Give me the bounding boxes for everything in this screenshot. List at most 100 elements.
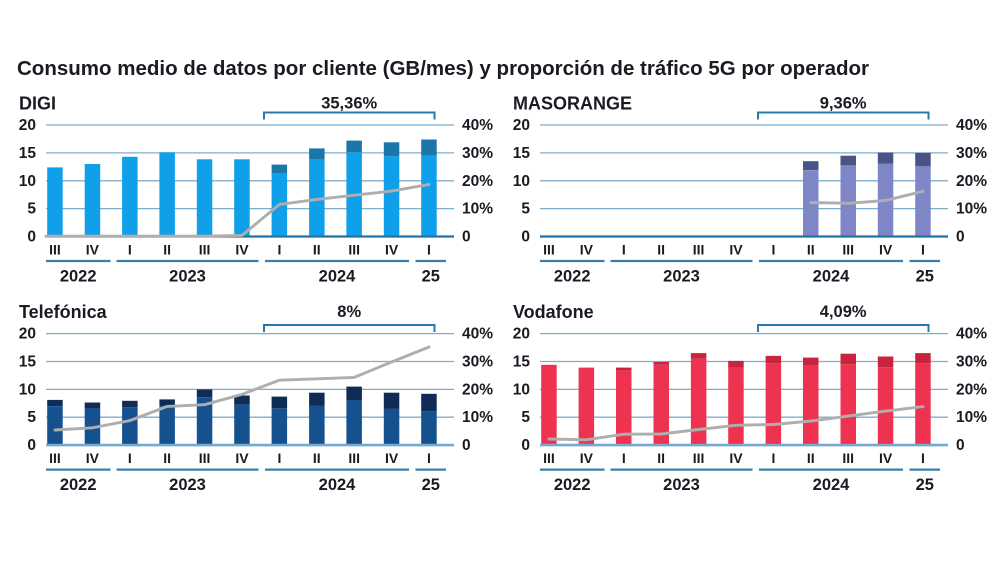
svg-text:10: 10 — [513, 381, 530, 398]
svg-text:10: 10 — [513, 173, 530, 190]
svg-text:III: III — [543, 450, 555, 466]
svg-text:10: 10 — [19, 173, 36, 190]
svg-text:Telefónica: Telefónica — [19, 302, 108, 322]
svg-text:5: 5 — [521, 201, 530, 218]
svg-text:20%: 20% — [462, 381, 493, 398]
svg-text:5: 5 — [521, 409, 530, 426]
svg-text:IV: IV — [580, 450, 594, 466]
svg-text:40%: 40% — [462, 117, 493, 134]
svg-text:2024: 2024 — [319, 268, 357, 286]
svg-text:I: I — [921, 450, 925, 466]
svg-text:III: III — [348, 450, 360, 466]
svg-text:40%: 40% — [462, 326, 493, 343]
svg-text:40%: 40% — [956, 326, 987, 343]
svg-text:IV: IV — [235, 450, 249, 466]
svg-text:IV: IV — [385, 450, 399, 466]
svg-text:I: I — [921, 242, 925, 258]
svg-text:IV: IV — [86, 450, 100, 466]
svg-text:II: II — [657, 450, 665, 466]
svg-text:0: 0 — [521, 437, 530, 454]
svg-text:I: I — [622, 450, 626, 466]
svg-text:20%: 20% — [956, 173, 987, 190]
svg-text:8%: 8% — [337, 303, 361, 321]
svg-text:20: 20 — [19, 326, 36, 343]
svg-text:10%: 10% — [462, 409, 493, 426]
svg-text:IV: IV — [729, 450, 743, 466]
svg-text:15: 15 — [513, 354, 531, 371]
svg-text:10%: 10% — [462, 201, 493, 218]
svg-text:DIGI: DIGI — [19, 94, 56, 114]
svg-text:I: I — [128, 450, 132, 466]
svg-text:2023: 2023 — [169, 476, 206, 494]
svg-text:0: 0 — [462, 229, 471, 246]
svg-text:2022: 2022 — [60, 268, 97, 286]
svg-text:30%: 30% — [462, 145, 493, 162]
svg-text:5: 5 — [27, 409, 36, 426]
svg-text:10: 10 — [19, 381, 36, 398]
svg-text:25: 25 — [422, 476, 440, 494]
svg-text:IV: IV — [879, 450, 893, 466]
svg-text:25: 25 — [422, 268, 440, 286]
svg-text:II: II — [163, 450, 171, 466]
svg-text:III: III — [199, 242, 211, 258]
svg-text:IV: IV — [86, 242, 100, 258]
svg-text:2023: 2023 — [663, 268, 700, 286]
svg-text:20%: 20% — [462, 173, 493, 190]
svg-text:30%: 30% — [462, 354, 493, 371]
svg-text:4,09%: 4,09% — [820, 303, 867, 321]
svg-text:I: I — [427, 242, 431, 258]
svg-text:I: I — [427, 450, 431, 466]
svg-text:Vodafone: Vodafone — [513, 302, 594, 322]
svg-text:2024: 2024 — [813, 268, 851, 286]
svg-text:0: 0 — [27, 229, 36, 246]
svg-text:MASORANGE: MASORANGE — [513, 94, 632, 114]
svg-text:III: III — [693, 450, 705, 466]
svg-text:I: I — [277, 450, 281, 466]
svg-text:20%: 20% — [956, 381, 987, 398]
svg-text:35,36%: 35,36% — [321, 95, 377, 113]
svg-text:III: III — [842, 242, 854, 258]
svg-text:2022: 2022 — [554, 268, 591, 286]
svg-text:II: II — [163, 242, 171, 258]
svg-text:30%: 30% — [956, 354, 987, 371]
svg-text:2023: 2023 — [169, 268, 206, 286]
svg-text:III: III — [543, 242, 555, 258]
svg-text:15: 15 — [19, 354, 37, 371]
svg-text:2024: 2024 — [813, 476, 851, 494]
svg-text:5: 5 — [27, 201, 36, 218]
svg-text:15: 15 — [19, 145, 37, 162]
svg-text:2022: 2022 — [60, 476, 97, 494]
svg-text:IV: IV — [235, 242, 249, 258]
svg-text:10%: 10% — [956, 201, 987, 218]
svg-text:0: 0 — [956, 437, 965, 454]
svg-text:25: 25 — [916, 476, 934, 494]
svg-text:II: II — [807, 450, 815, 466]
svg-text:0: 0 — [462, 437, 471, 454]
svg-text:I: I — [128, 242, 132, 258]
svg-text:II: II — [657, 242, 665, 258]
svg-text:I: I — [771, 242, 775, 258]
svg-text:III: III — [49, 450, 61, 466]
svg-text:III: III — [199, 450, 211, 466]
svg-text:III: III — [693, 242, 705, 258]
svg-text:30%: 30% — [956, 145, 987, 162]
svg-text:Consumo medio de datos por cli: Consumo medio de datos por cliente (GB/m… — [17, 57, 869, 80]
svg-text:I: I — [277, 242, 281, 258]
svg-text:20: 20 — [19, 117, 36, 134]
svg-text:20: 20 — [513, 117, 530, 134]
svg-text:IV: IV — [385, 242, 399, 258]
svg-text:10%: 10% — [956, 409, 987, 426]
svg-text:2023: 2023 — [663, 476, 700, 494]
svg-text:9,36%: 9,36% — [820, 95, 867, 113]
svg-text:II: II — [807, 242, 815, 258]
svg-text:I: I — [622, 242, 626, 258]
svg-text:III: III — [842, 450, 854, 466]
svg-text:20: 20 — [513, 326, 530, 343]
svg-text:25: 25 — [916, 268, 934, 286]
svg-text:0: 0 — [27, 437, 36, 454]
svg-text:0: 0 — [521, 229, 530, 246]
svg-text:IV: IV — [879, 242, 893, 258]
svg-text:II: II — [313, 242, 321, 258]
svg-text:I: I — [771, 450, 775, 466]
svg-text:III: III — [49, 242, 61, 258]
